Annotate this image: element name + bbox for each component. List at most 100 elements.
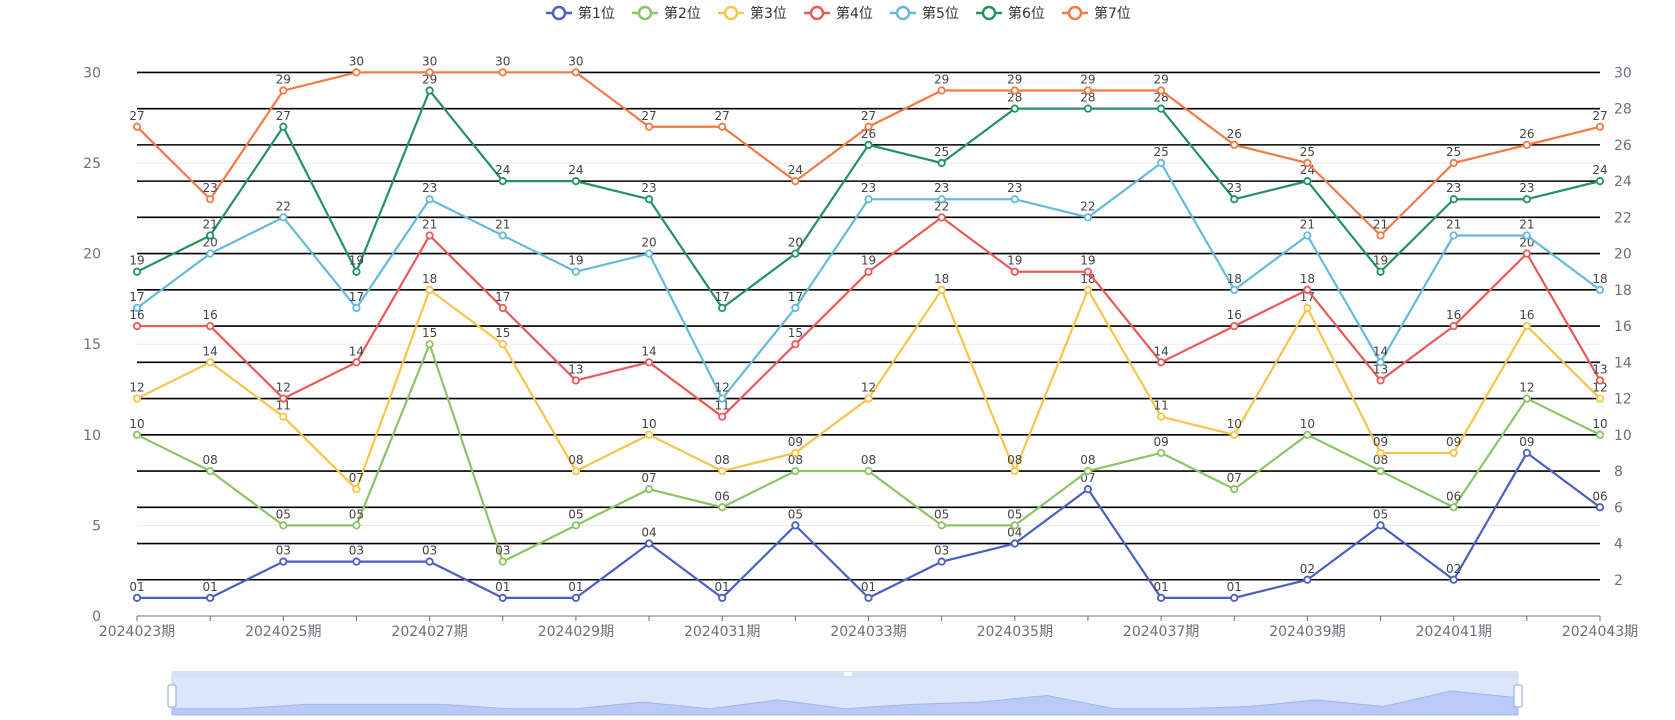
data-point[interactable] <box>864 195 873 204</box>
data-point[interactable] <box>498 68 507 77</box>
data-point[interactable] <box>644 195 654 204</box>
data-point[interactable] <box>206 231 215 240</box>
data-point[interactable] <box>279 122 288 131</box>
data-point[interactable] <box>937 195 946 204</box>
data-point[interactable] <box>279 521 288 530</box>
data-point[interactable] <box>1083 485 1093 494</box>
data-point[interactable] <box>1376 448 1385 458</box>
data-point[interactable] <box>1376 358 1385 367</box>
data-point[interactable] <box>1595 122 1605 131</box>
data-point[interactable] <box>206 358 215 367</box>
data-point[interactable] <box>425 195 434 204</box>
data-point[interactable] <box>718 503 727 512</box>
data-point[interactable] <box>1303 158 1312 168</box>
data-point[interactable] <box>1376 521 1385 530</box>
data-point[interactable] <box>1230 485 1239 494</box>
data-point[interactable] <box>132 593 142 602</box>
data-point[interactable] <box>1449 321 1458 331</box>
data-point[interactable] <box>1595 503 1605 512</box>
data-point[interactable] <box>498 593 507 602</box>
data-point[interactable] <box>132 321 142 331</box>
legend-item[interactable]: 第4位 <box>804 5 873 22</box>
data-point[interactable] <box>425 68 434 77</box>
data-point[interactable] <box>1449 158 1458 168</box>
data-point[interactable] <box>498 340 507 349</box>
data-point[interactable] <box>1010 86 1019 95</box>
data-point[interactable] <box>937 86 946 95</box>
data-point[interactable] <box>425 86 434 95</box>
legend-item[interactable]: 第6位 <box>976 5 1045 22</box>
data-point[interactable] <box>279 412 288 421</box>
data-point[interactable] <box>352 358 361 367</box>
data-point[interactable] <box>132 267 142 276</box>
data-point[interactable] <box>791 521 800 530</box>
data-point[interactable] <box>644 485 654 494</box>
data-point[interactable] <box>937 285 946 294</box>
data-point[interactable] <box>1376 376 1385 385</box>
data-point[interactable] <box>571 68 581 77</box>
data-point[interactable] <box>1010 539 1019 548</box>
data-point[interactable] <box>132 303 142 313</box>
data-point[interactable] <box>1522 249 1531 258</box>
data-point[interactable] <box>864 394 873 403</box>
data-point[interactable] <box>791 249 800 258</box>
legend[interactable]: 第1位 第2位 第3位 第4位 第5位 第6位 第7位 <box>546 5 1131 22</box>
data-point[interactable] <box>644 430 654 439</box>
data-point[interactable] <box>1376 231 1385 240</box>
data-point[interactable] <box>1522 195 1531 204</box>
data-point[interactable] <box>1083 213 1093 222</box>
data-point[interactable] <box>1083 104 1093 113</box>
data-point[interactable] <box>1157 358 1166 367</box>
data-point[interactable] <box>1083 86 1093 95</box>
data-point[interactable] <box>352 267 361 276</box>
legend-item[interactable]: 第2位 <box>632 5 701 22</box>
data-point[interactable] <box>718 466 727 476</box>
data-point[interactable] <box>718 122 727 131</box>
data-point[interactable] <box>1303 285 1312 294</box>
data-zoom-slider[interactable] <box>167 671 1523 716</box>
data-point[interactable] <box>571 466 581 476</box>
data-point[interactable] <box>791 340 800 349</box>
data-point[interactable] <box>132 394 142 403</box>
data-point[interactable] <box>1157 158 1166 168</box>
zoom-left-handle[interactable] <box>167 684 177 708</box>
data-point[interactable] <box>1010 466 1019 476</box>
data-point[interactable] <box>425 285 434 294</box>
data-point[interactable] <box>1522 140 1531 149</box>
data-point[interactable] <box>1157 448 1166 458</box>
data-point[interactable] <box>352 485 361 494</box>
data-point[interactable] <box>791 448 800 458</box>
data-point[interactable] <box>644 539 654 548</box>
data-point[interactable] <box>498 231 507 240</box>
data-point[interactable] <box>864 122 873 131</box>
data-point[interactable] <box>1230 593 1239 602</box>
data-point[interactable] <box>425 231 434 240</box>
data-point[interactable] <box>132 122 142 131</box>
data-point[interactable] <box>644 358 654 367</box>
data-point[interactable] <box>1449 231 1458 240</box>
data-point[interactable] <box>864 466 873 476</box>
legend-item[interactable]: 第5位 <box>890 5 959 22</box>
data-point[interactable] <box>1376 466 1385 476</box>
data-point[interactable] <box>206 195 215 204</box>
data-point[interactable] <box>425 557 434 566</box>
data-point[interactable] <box>498 557 507 566</box>
data-point[interactable] <box>1303 303 1312 313</box>
data-point[interactable] <box>498 177 507 186</box>
data-point[interactable] <box>571 177 581 186</box>
data-point[interactable] <box>1376 267 1385 276</box>
data-point[interactable] <box>1010 521 1019 530</box>
data-point[interactable] <box>644 122 654 131</box>
data-point[interactable] <box>1303 430 1312 439</box>
data-point[interactable] <box>937 557 946 566</box>
data-point[interactable] <box>1010 267 1019 276</box>
data-point[interactable] <box>718 394 727 403</box>
data-point[interactable] <box>1522 448 1531 458</box>
data-point[interactable] <box>791 303 800 313</box>
data-point[interactable] <box>937 521 946 530</box>
data-point[interactable] <box>1449 448 1458 458</box>
data-point[interactable] <box>1595 285 1605 294</box>
data-point[interactable] <box>132 430 142 439</box>
zoom-right-handle[interactable] <box>1513 684 1523 708</box>
data-point[interactable] <box>571 593 581 602</box>
